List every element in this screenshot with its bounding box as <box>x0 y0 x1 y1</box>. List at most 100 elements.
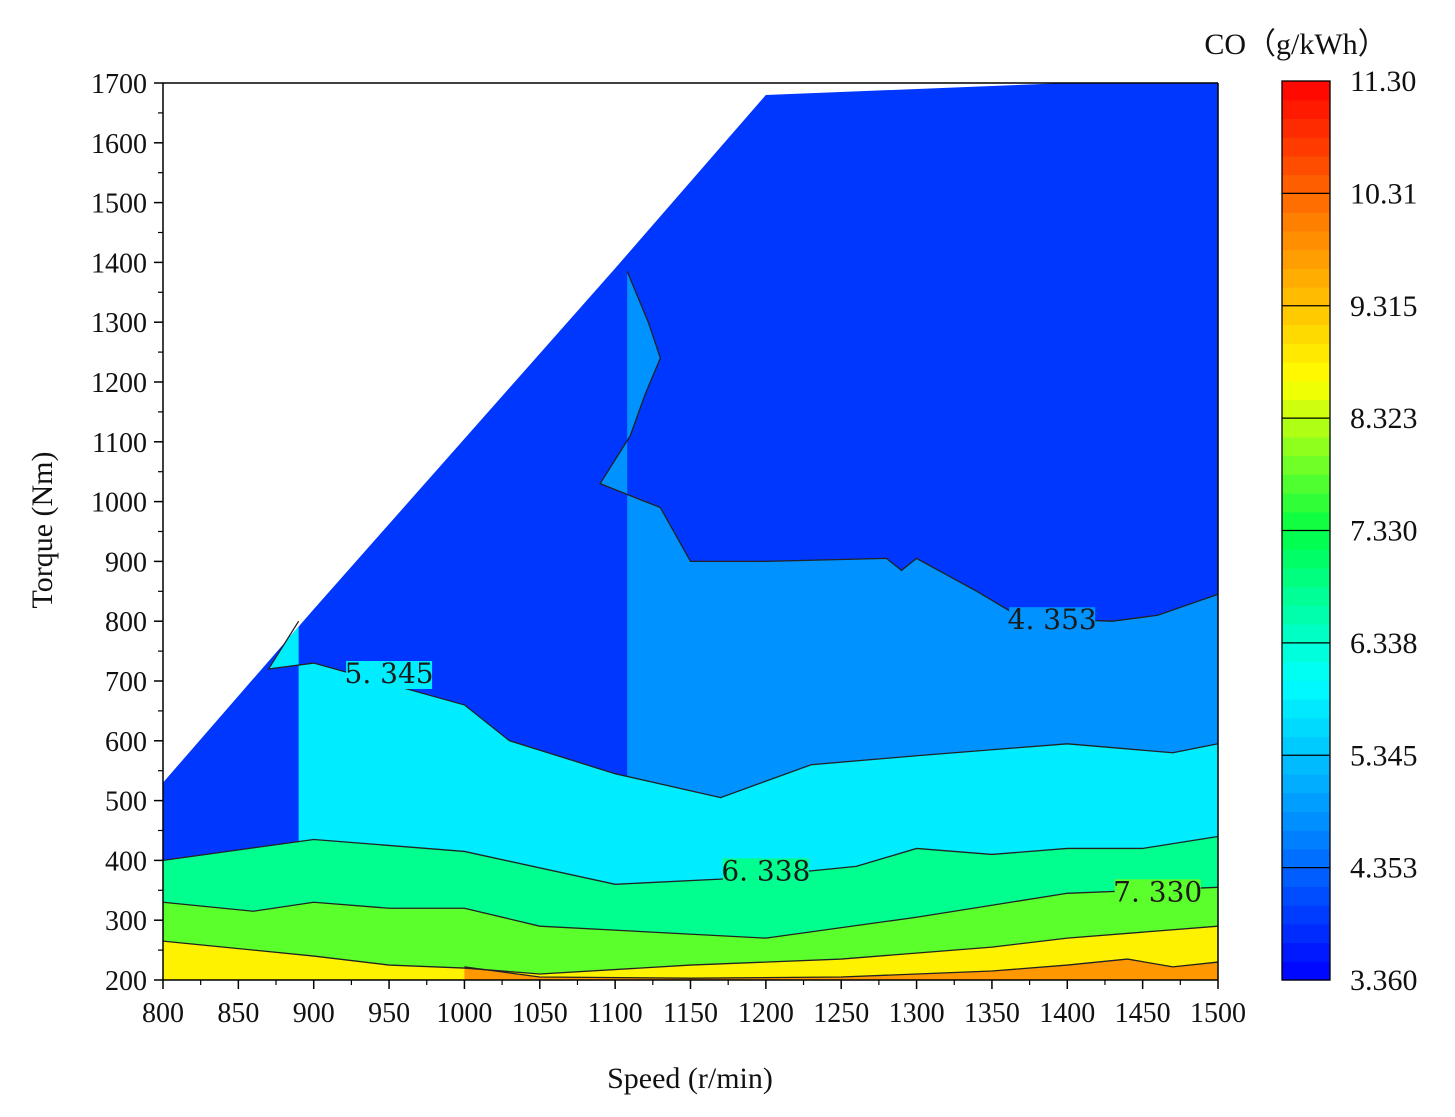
contour-label: 4. 353 <box>1008 603 1097 636</box>
y-tick-label: 800 <box>105 607 147 638</box>
colorbar: 3.360 4.353 5.345 6.338 7.330 8.323 9.315 10.31… <box>1281 65 1418 997</box>
colorbar-step <box>1282 792 1330 813</box>
colorbar-step <box>1282 661 1330 681</box>
y-tick-label: 200 <box>105 966 147 997</box>
colorbar-step <box>1282 361 1330 382</box>
colorbar-step <box>1282 249 1330 269</box>
colorbar-step <box>1282 81 1330 101</box>
contour-label: 6. 338 <box>721 854 810 887</box>
y-axis-title: Torque (Nm) <box>26 451 59 608</box>
colorbar-step <box>1282 717 1330 738</box>
colorbar-step <box>1282 642 1330 663</box>
colorbar-step <box>1282 305 1330 326</box>
colorbar-step <box>1282 455 1330 475</box>
colorbar-step <box>1282 230 1330 251</box>
contour-lines: 4. 353 5. 345 6. 338 7. 330 <box>162 271 1219 979</box>
x-tick-label: 1200 <box>738 998 794 1029</box>
colorbar-step <box>1282 680 1330 700</box>
contour-line <box>162 925 1219 975</box>
colorbar-tick-label: 9.315 <box>1350 290 1418 323</box>
colorbar-step <box>1282 287 1330 307</box>
x-tick-label: 1450 <box>1115 998 1171 1029</box>
colorbar-tick-label: 4.353 <box>1350 852 1418 885</box>
x-tick-label: 1250 <box>813 998 869 1029</box>
colorbar-step <box>1282 193 1330 213</box>
colorbar-step <box>1282 867 1330 887</box>
colorbar-step <box>1282 586 1330 607</box>
colorbar-step <box>1282 755 1330 775</box>
colorbar-tick-label: 5.345 <box>1350 739 1418 772</box>
y-tick-label: 1300 <box>91 308 147 339</box>
x-tick-label: 1150 <box>663 998 718 1029</box>
contour-label-bg <box>346 661 433 689</box>
y-tick-label: 1100 <box>92 428 147 459</box>
y-tick-label: 1200 <box>91 368 147 399</box>
colorbar-step <box>1282 268 1330 288</box>
x-tick-label: 1000 <box>436 998 492 1029</box>
colorbar-step <box>1282 886 1330 906</box>
colorbar-step <box>1282 212 1330 232</box>
y-tick-label: 1400 <box>91 248 147 279</box>
x-tick-label: 950 <box>368 998 410 1029</box>
contour-label: 7. 330 <box>1113 875 1202 908</box>
y-tick-label: 1500 <box>91 189 147 220</box>
colorbar-step <box>1282 511 1330 532</box>
colorbar-step <box>1282 605 1330 625</box>
y-tick-label: 500 <box>105 787 147 818</box>
x-tick-label: 1050 <box>512 998 568 1029</box>
colorbar-step <box>1282 699 1330 719</box>
colorbar-step <box>1282 493 1330 513</box>
contour-label: 5. 345 <box>345 657 434 690</box>
contour-line <box>267 620 1219 799</box>
x-tick-label: 900 <box>293 998 335 1029</box>
colorbar-step <box>1282 923 1330 944</box>
x-tick-label: 1400 <box>1039 998 1095 1029</box>
colorbar-step <box>1282 174 1330 194</box>
colorbar-step <box>1282 118 1330 138</box>
contour-line <box>162 835 1219 885</box>
colorbar-step <box>1282 567 1330 588</box>
colorbar-step <box>1282 155 1330 176</box>
x-tick-label: 1350 <box>964 998 1020 1029</box>
y-tick-label: 400 <box>105 846 147 877</box>
colorbar-step <box>1282 137 1330 157</box>
colorbar-tick-label: 11.30 <box>1350 65 1416 98</box>
contour-label-bg <box>1009 607 1096 636</box>
colorbar-tick-label: 10.31 <box>1350 177 1418 210</box>
colorbar-step <box>1282 905 1330 925</box>
x-axis-title: Speed (r/min) <box>607 1062 773 1095</box>
colorbar-step <box>1282 418 1330 438</box>
colorbar-step <box>1282 474 1330 494</box>
x-tick-label: 1300 <box>889 998 945 1029</box>
y-tick-label: 900 <box>105 547 147 578</box>
axes: 800 850 900 950 1000 1050 1100 1150 1200 1250 1300… <box>91 69 1246 1029</box>
colorbar-step <box>1282 811 1330 831</box>
y-tick-label: 300 <box>105 906 147 937</box>
colorbar-step <box>1282 961 1330 981</box>
colorbar-step <box>1282 773 1330 794</box>
colorbar-tick-label: 8.323 <box>1350 402 1418 435</box>
colorbar-step <box>1282 736 1330 756</box>
y-tick-label: 1700 <box>91 69 147 100</box>
colorbar-step <box>1282 436 1330 457</box>
y-tick-label: 600 <box>105 727 147 758</box>
colorbar-step <box>1282 343 1330 363</box>
contour-label-bg <box>1114 879 1201 908</box>
contour-line <box>464 958 1219 979</box>
colorbar-step <box>1282 399 1330 419</box>
colorbar-step <box>1282 942 1330 962</box>
colorbar-step <box>1282 549 1330 569</box>
colorbar-step <box>1282 380 1330 400</box>
contour-label-bg <box>722 858 809 887</box>
x-tick-label: 1100 <box>588 998 643 1029</box>
colorbar-tick-label: 6.338 <box>1350 627 1418 660</box>
y-tick-label: 700 <box>105 667 147 698</box>
x-tick-label: 1500 <box>1190 998 1246 1029</box>
contour-band <box>464 959 1218 980</box>
colorbar-title: CO（g/kWh） <box>1204 28 1387 61</box>
colorbar-step <box>1282 99 1330 120</box>
colorbar-tick-label: 3.360 <box>1350 964 1418 997</box>
colorbar-step <box>1282 848 1330 869</box>
colorbar-step <box>1282 324 1330 344</box>
